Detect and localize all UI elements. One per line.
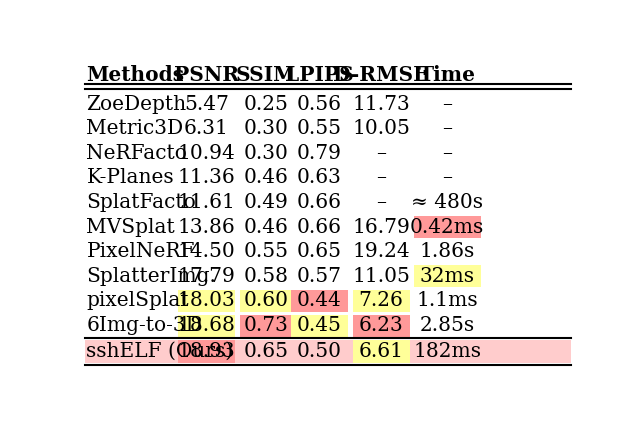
Bar xyxy=(353,314,410,336)
Text: 11.61: 11.61 xyxy=(177,193,236,212)
Bar xyxy=(353,290,410,312)
Text: 0.73: 0.73 xyxy=(244,316,289,335)
Text: 6.61: 6.61 xyxy=(358,342,404,361)
Bar xyxy=(178,314,235,336)
Text: 0.44: 0.44 xyxy=(297,292,342,311)
Text: –: – xyxy=(442,144,452,163)
Text: 2.85s: 2.85s xyxy=(419,316,475,335)
Text: 0.50: 0.50 xyxy=(296,342,342,361)
Text: 0.65: 0.65 xyxy=(296,242,342,261)
Text: 18.93: 18.93 xyxy=(178,342,236,361)
Text: 0.58: 0.58 xyxy=(243,267,289,286)
Text: 19.24: 19.24 xyxy=(352,242,410,261)
Text: 11.36: 11.36 xyxy=(178,168,236,187)
Text: 32ms: 32ms xyxy=(420,267,474,286)
Text: –: – xyxy=(442,95,452,113)
Bar xyxy=(353,340,410,363)
Text: 0.46: 0.46 xyxy=(244,168,289,187)
Text: sshELF (Ours): sshELF (Ours) xyxy=(86,342,234,361)
Text: pixelSplat: pixelSplat xyxy=(86,292,189,311)
Text: MVSplat: MVSplat xyxy=(86,218,175,237)
Text: 0.57: 0.57 xyxy=(296,267,342,286)
Bar xyxy=(291,290,348,312)
Text: Metric3D: Metric3D xyxy=(86,119,184,138)
Text: 0.30: 0.30 xyxy=(244,119,289,138)
Text: 0.65: 0.65 xyxy=(243,342,289,361)
Text: PixelNeRF: PixelNeRF xyxy=(86,242,195,261)
Text: –: – xyxy=(376,193,386,212)
Bar xyxy=(85,340,571,363)
Text: 6.23: 6.23 xyxy=(358,316,403,335)
Text: 6Img-to-3D: 6Img-to-3D xyxy=(86,316,202,335)
Bar xyxy=(291,314,348,336)
Text: 10.94: 10.94 xyxy=(178,144,236,163)
Text: 0.60: 0.60 xyxy=(243,292,289,311)
Text: D-RMSE: D-RMSE xyxy=(333,65,429,85)
Text: 0.49: 0.49 xyxy=(244,193,289,212)
Text: 18.03: 18.03 xyxy=(178,292,236,311)
Bar xyxy=(240,314,292,336)
Text: 11.73: 11.73 xyxy=(352,95,410,113)
Text: 0.55: 0.55 xyxy=(296,119,342,138)
Text: SplatFacto: SplatFacto xyxy=(86,193,196,212)
Text: PSNR: PSNR xyxy=(174,65,239,85)
Text: ≈ 480s: ≈ 480s xyxy=(411,193,483,212)
Text: 0.63: 0.63 xyxy=(296,168,342,187)
Text: 17.79: 17.79 xyxy=(177,267,236,286)
Text: 0.66: 0.66 xyxy=(296,193,342,212)
Text: SSIM: SSIM xyxy=(236,65,296,85)
Text: 13.86: 13.86 xyxy=(178,218,236,237)
Text: 0.25: 0.25 xyxy=(244,95,289,113)
Text: 10.05: 10.05 xyxy=(352,119,410,138)
Text: 0.56: 0.56 xyxy=(296,95,342,113)
Text: 0.45: 0.45 xyxy=(296,316,342,335)
Text: –: – xyxy=(442,119,452,138)
Text: 182ms: 182ms xyxy=(413,342,481,361)
Text: 0.66: 0.66 xyxy=(296,218,342,237)
Text: 7.26: 7.26 xyxy=(358,292,403,311)
Text: –: – xyxy=(376,144,386,163)
Text: 0.30: 0.30 xyxy=(244,144,289,163)
Text: NeRFacto: NeRFacto xyxy=(86,144,188,163)
Text: 1.1ms: 1.1ms xyxy=(416,292,478,311)
Text: K-Planes: K-Planes xyxy=(86,168,174,187)
Text: –: – xyxy=(376,168,386,187)
Text: 0.42ms: 0.42ms xyxy=(410,218,484,237)
Text: 14.50: 14.50 xyxy=(178,242,236,261)
Text: Methods: Methods xyxy=(86,65,184,85)
Text: LPIPS: LPIPS xyxy=(285,65,353,85)
Bar xyxy=(178,290,235,312)
Bar xyxy=(413,265,481,287)
Text: 0.55: 0.55 xyxy=(243,242,289,261)
Text: 5.47: 5.47 xyxy=(184,95,229,113)
Text: 6.31: 6.31 xyxy=(184,119,229,138)
Bar xyxy=(413,216,481,238)
Text: Time: Time xyxy=(419,65,476,85)
Text: 16.79: 16.79 xyxy=(352,218,410,237)
Text: 18.68: 18.68 xyxy=(177,316,236,335)
Text: 1.86s: 1.86s xyxy=(419,242,475,261)
Bar xyxy=(240,290,292,312)
Text: 0.46: 0.46 xyxy=(244,218,289,237)
Text: 0.79: 0.79 xyxy=(296,144,342,163)
Text: SplatterImg.: SplatterImg. xyxy=(86,267,216,286)
Text: –: – xyxy=(442,168,452,187)
Text: 11.05: 11.05 xyxy=(352,267,410,286)
Text: ZoeDepth: ZoeDepth xyxy=(86,95,187,113)
Bar xyxy=(178,340,235,363)
